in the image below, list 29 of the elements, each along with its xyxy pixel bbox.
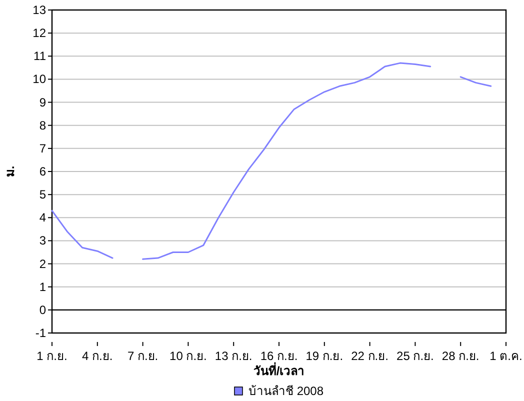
y-tick-label: 9: [39, 95, 46, 110]
y-tick-label: 6: [39, 164, 46, 178]
x-tick-label: 28 ก.ย.: [442, 349, 480, 363]
y-tick-label: 2: [39, 256, 46, 271]
y-tick-label: 4: [39, 210, 46, 225]
y-tick-label: 0: [39, 302, 46, 317]
y-tick-label: 3: [39, 234, 46, 248]
x-axis-title: วันที่/เวลา: [253, 362, 305, 378]
x-tick-label: 1 ต.ค.: [490, 349, 522, 363]
x-tick-label: 19 ก.ย.: [306, 349, 344, 363]
y-axis-title: ม.: [3, 166, 17, 178]
x-tick-label: 13 ก.ย.: [214, 349, 252, 363]
y-tick-label: 8: [39, 118, 46, 132]
x-tick-label: 4 ก.ย.: [82, 349, 113, 363]
y-tick-label: 10: [32, 72, 46, 86]
y-tick-label: 13: [32, 3, 46, 17]
y-tick-label: 5: [39, 188, 46, 202]
y-tick-label: 12: [32, 26, 46, 40]
x-tick-label: 10 ก.ย.: [170, 349, 207, 363]
x-tick-label: 22 ก.ย.: [351, 349, 388, 363]
y-tick-label: 7: [39, 141, 46, 156]
x-tick-label: 1 ก.ย.: [36, 349, 68, 363]
y-tick-label: 1: [39, 280, 46, 294]
x-tick-label: 7 ก.ย.: [127, 349, 158, 363]
legend-label: บ้านลำชี 2008: [248, 384, 324, 398]
x-tick-label: 16 ก.ย.: [260, 349, 298, 363]
x-tick-label: 25 ก.ย.: [396, 349, 434, 363]
y-tick-label: 11: [34, 49, 46, 64]
y-tick-label: -1: [35, 326, 46, 340]
